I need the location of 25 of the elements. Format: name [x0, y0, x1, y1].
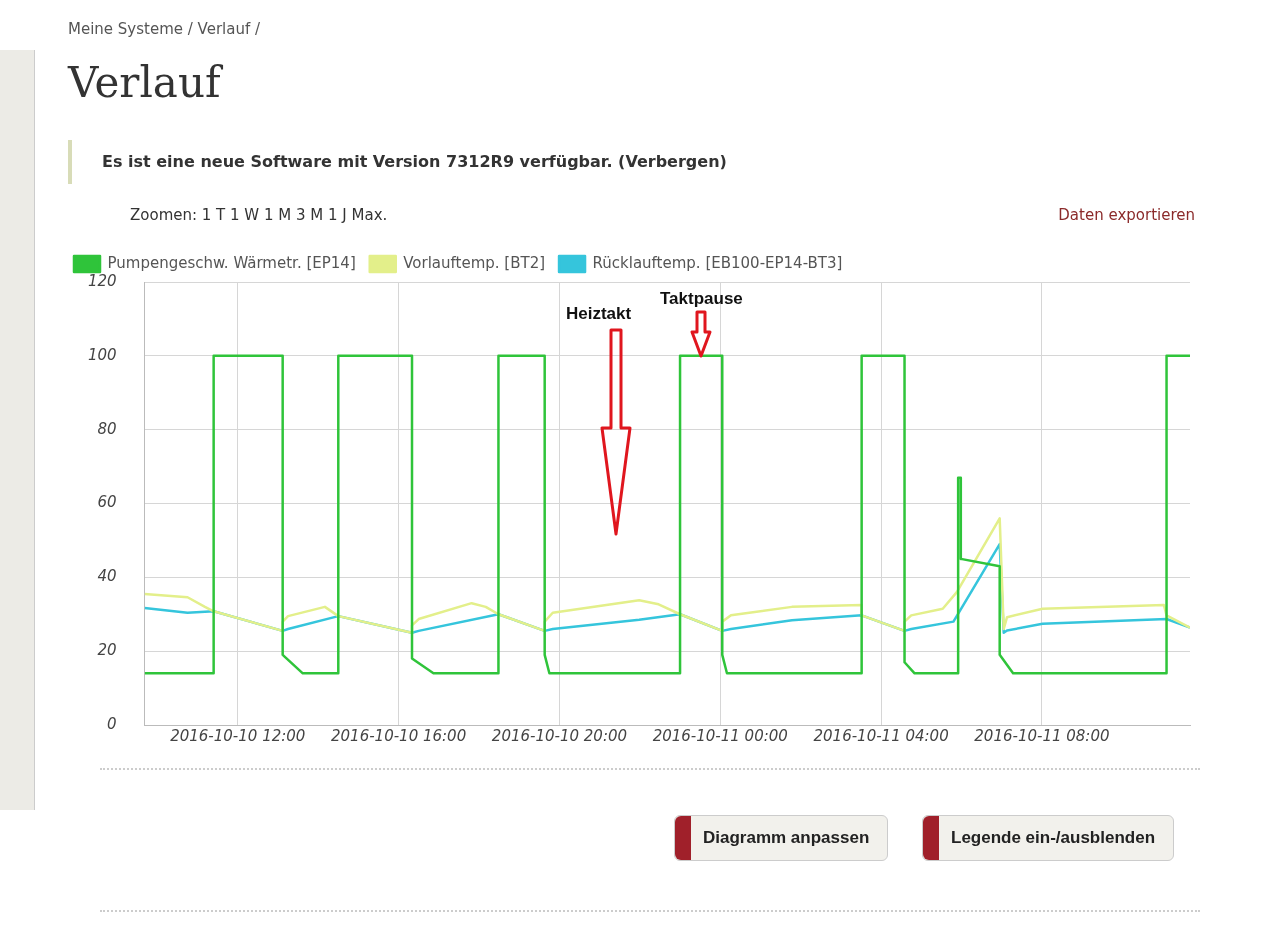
y-tick-label: 80	[97, 419, 117, 438]
text: Zoomen: 1 T 1 W 1 M 3 M 1 J Max.	[130, 206, 388, 224]
annotation: Taktpause	[660, 289, 743, 309]
legend-label: Rücklauftemp. [EB100-EP14-BT3]	[592, 253, 843, 272]
annotation: Heiztakt	[566, 304, 632, 324]
y-tick-label: 60	[97, 493, 117, 512]
text: Daten exportieren	[1058, 206, 1195, 224]
legend-label: Vorlauftemp. [BT2]	[403, 253, 546, 272]
y-tick-label: 120	[87, 271, 117, 290]
y-tick-label: 20	[97, 641, 117, 660]
text: Es ist eine neue Software mit Version 7312R9 verfügbar. (Verbergen)	[68, 140, 727, 184]
text: Diagramm anpassen	[674, 815, 889, 861]
y-tick-label: 0	[107, 714, 117, 733]
x-tick-label: 2016-10-10 12:00	[170, 726, 306, 745]
x-tick-label: 2016-10-11 00:00	[652, 726, 788, 745]
x-tick-label: 2016-10-10 16:00	[331, 726, 467, 745]
y-tick-label: 100	[87, 345, 117, 364]
text: Legende ein-/ausblenden	[922, 815, 1175, 861]
x-tick-label: 2016-10-10 20:00	[491, 726, 628, 745]
text: Meine Systeme / Verlauf /	[68, 20, 261, 38]
y-tick-label: 40	[97, 567, 117, 586]
x-tick-label: 2016-10-11 08:00	[974, 726, 1110, 745]
x-tick-label: 2016-10-11 04:00	[813, 726, 949, 745]
chart-title: Verlauf	[68, 58, 221, 107]
legend-label: Pumpengeschw. Wärmetr. [EP14]	[107, 253, 356, 272]
